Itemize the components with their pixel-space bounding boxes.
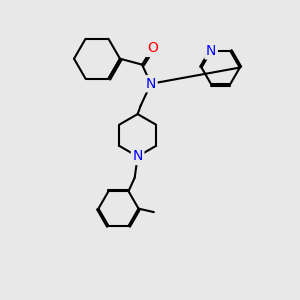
Text: N: N xyxy=(146,77,156,91)
Text: N: N xyxy=(132,149,143,164)
Text: O: O xyxy=(147,41,158,56)
Text: N: N xyxy=(206,44,216,58)
